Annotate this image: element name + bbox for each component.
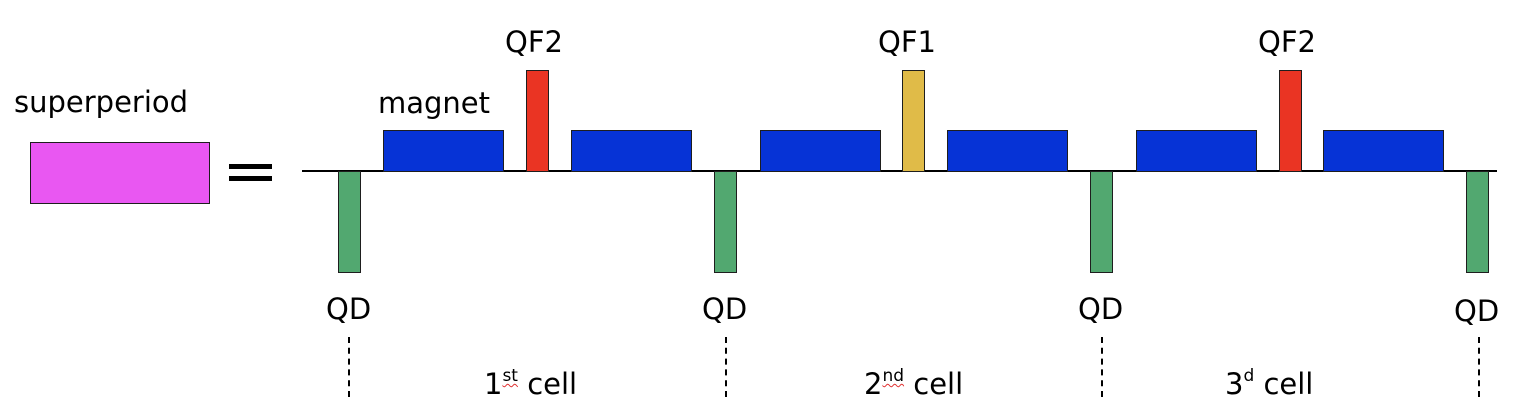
dipole-magnet xyxy=(947,130,1068,172)
cell-boundary-line xyxy=(1101,337,1103,397)
magnet-label: magnet xyxy=(378,86,491,120)
cell-number: 1 xyxy=(484,367,503,401)
qf1-quadrupole xyxy=(902,70,925,172)
qd-label: QD xyxy=(1454,294,1500,328)
cell-ordinal-suffix: st xyxy=(502,366,518,386)
cell-boundary-line xyxy=(725,337,727,397)
qd-label: QD xyxy=(1078,292,1124,326)
cell-boundary-line xyxy=(1478,337,1480,397)
qd-quadrupole xyxy=(338,171,361,273)
cell-ordinal-suffix: nd xyxy=(882,366,905,386)
cell-word: cell xyxy=(1263,367,1314,401)
qf2-label: QF2 xyxy=(1258,25,1316,59)
cell-word: cell xyxy=(913,367,964,401)
qd-label: QD xyxy=(702,292,748,326)
cell-number: 3 xyxy=(1225,367,1244,401)
qd-quadrupole xyxy=(1090,171,1113,273)
dipole-magnet xyxy=(1323,130,1444,172)
qd-label: QD xyxy=(326,292,372,326)
dipole-magnet xyxy=(571,130,692,172)
cell-label-2: 2nd cell xyxy=(864,367,964,401)
qf2-label: QF2 xyxy=(505,25,563,59)
equals-bar-top xyxy=(229,164,272,169)
dipole-magnet xyxy=(760,130,881,172)
cell-number: 2 xyxy=(864,367,883,401)
cell-label-3: 3d cell xyxy=(1225,367,1314,401)
superperiod-box xyxy=(30,142,210,204)
cell-label-1: 1st cell xyxy=(484,367,578,401)
superperiod-label: superperiod xyxy=(14,85,189,119)
cell-ordinal-suffix: d xyxy=(1243,366,1255,386)
qf2-quadrupole xyxy=(526,70,549,172)
cell-boundary-line xyxy=(348,337,350,397)
beamline-axis xyxy=(302,170,1497,172)
cell-word: cell xyxy=(527,367,578,401)
qf1-label: QF1 xyxy=(878,25,936,59)
qd-quadrupole xyxy=(1466,171,1489,273)
dipole-magnet xyxy=(383,130,504,172)
qf2-quadrupole xyxy=(1279,70,1302,172)
equals-bar-bottom xyxy=(229,176,272,181)
dipole-magnet xyxy=(1136,130,1257,172)
qd-quadrupole xyxy=(714,171,737,273)
